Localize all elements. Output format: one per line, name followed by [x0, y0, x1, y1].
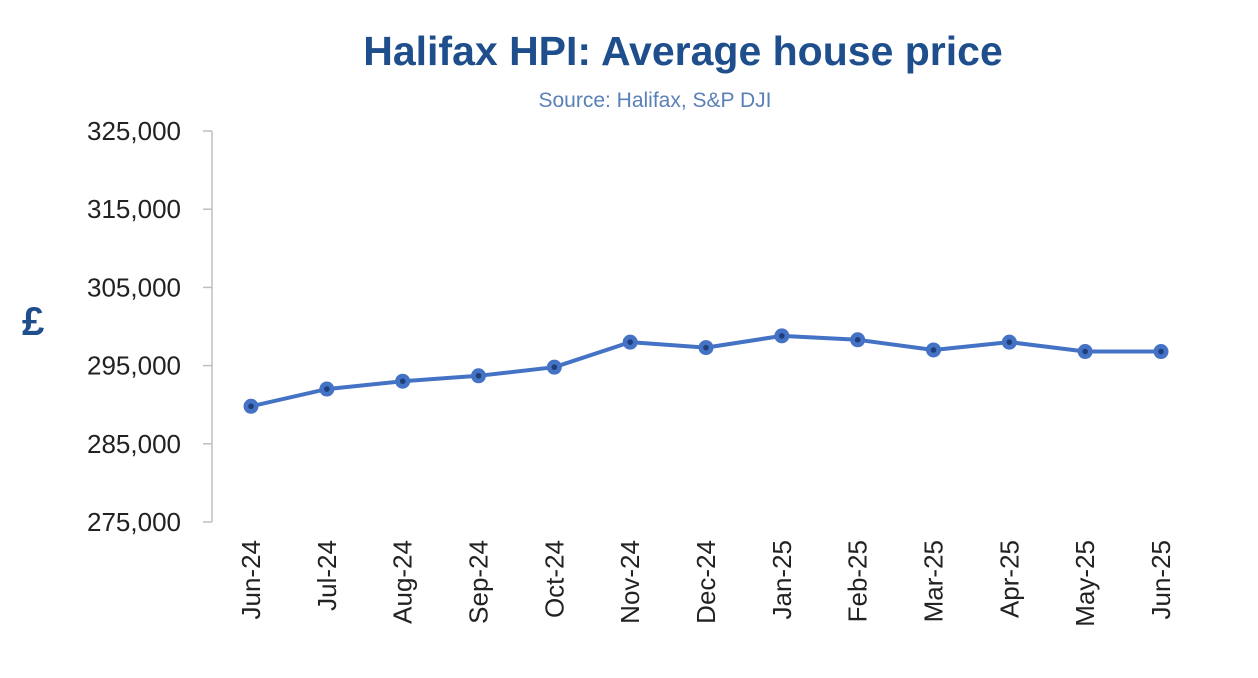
x-axis-ticks: Jun-24 Jul-24 Aug-24 Sep-24 Oct-24 Nov-24 Dec-… [236, 540, 1176, 627]
data-point-marker-center [551, 364, 558, 370]
data-point [850, 332, 866, 348]
data-point [774, 328, 790, 344]
x-tick-label: Nov-24 [615, 540, 645, 624]
data-point [1077, 344, 1093, 360]
series-group [243, 328, 1169, 414]
x-tick-label: Jun-24 [236, 540, 266, 620]
data-point-marker-center [930, 347, 937, 353]
data-point [319, 381, 335, 397]
x-tick-label: Feb-25 [843, 540, 873, 622]
data-point-marker-center [1158, 348, 1164, 355]
data-point-marker-center [324, 386, 330, 392]
chart-subtitle: Source: Halifax, S&P DJI [538, 89, 772, 112]
data-point-marker-center [779, 333, 785, 339]
data-point-marker-center [475, 372, 482, 379]
chart-title: Halifax HPI: Average house price [363, 28, 1003, 74]
data-point-marker-center [854, 336, 861, 343]
x-tick-label: Sep-24 [464, 540, 494, 624]
data-point [243, 398, 259, 414]
x-tick-label: Jan-25 [767, 540, 797, 620]
data-point-marker-center [1082, 348, 1088, 355]
data-point-marker-center [1006, 339, 1013, 345]
data-point-marker-center [703, 344, 709, 351]
data-point [1001, 334, 1017, 350]
data-point [1153, 344, 1169, 360]
y-tick-label: 315,000 [87, 194, 181, 224]
data-point [471, 368, 486, 384]
x-tick-label: Jul-24 [312, 540, 342, 611]
x-tick-label: May-25 [1070, 540, 1100, 627]
data-point [546, 359, 562, 375]
y-tick-label: 305,000 [87, 272, 181, 302]
y-tick-label: 285,000 [87, 429, 181, 459]
x-tick-label: Dec-24 [691, 540, 721, 624]
data-point [395, 373, 411, 389]
y-tick-label: 325,000 [87, 116, 181, 146]
data-point [698, 340, 714, 356]
x-tick-label: Apr-25 [994, 540, 1024, 618]
x-tick-label: Jun-25 [1146, 540, 1176, 620]
x-tick-label: Aug-24 [388, 540, 418, 624]
data-point [926, 342, 941, 358]
x-tick-label: Oct-24 [539, 540, 569, 618]
y-axis-ticks: 275,000 285,000 295,000 305,000 315,000 325,0… [87, 116, 212, 537]
y-axis-label: £ [22, 300, 45, 344]
data-point-marker-center [399, 378, 406, 385]
data-point [622, 334, 638, 350]
data-point-marker-center [248, 403, 254, 410]
y-tick-label: 275,000 [87, 507, 181, 537]
data-point-marker-center [627, 339, 633, 345]
x-tick-label: Mar-25 [919, 540, 949, 622]
y-tick-label: 295,000 [87, 351, 181, 381]
